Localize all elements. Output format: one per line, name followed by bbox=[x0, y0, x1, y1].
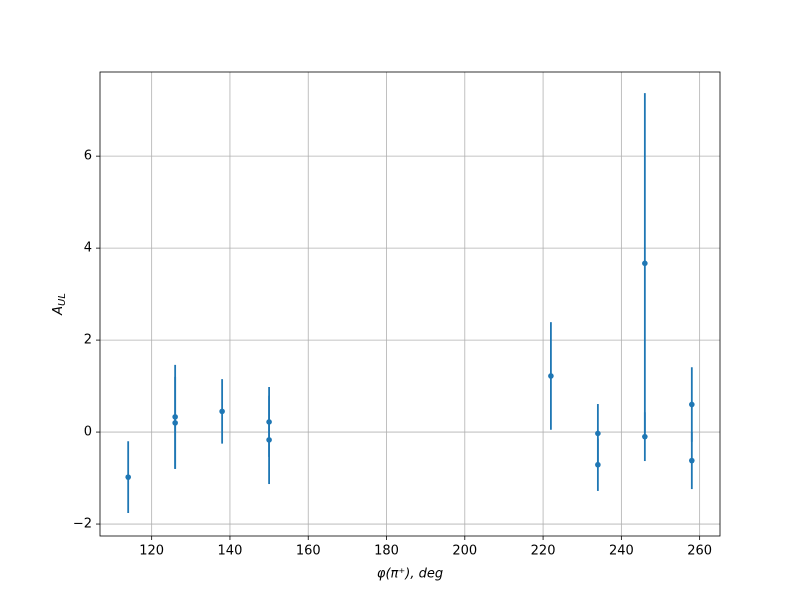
y-tick-label: 6 bbox=[84, 149, 92, 164]
x-tick-label: 220 bbox=[531, 544, 556, 559]
data-point bbox=[266, 437, 272, 443]
x-tick-label: 160 bbox=[296, 544, 321, 559]
plot-frame bbox=[99, 71, 721, 537]
data-point bbox=[642, 433, 648, 440]
x-tick-label: 240 bbox=[609, 544, 634, 559]
y-axis-label-sub: UL bbox=[57, 293, 68, 306]
y-tick-label: 4 bbox=[84, 241, 92, 256]
x-tick-label: 120 bbox=[139, 544, 164, 559]
y-axis-label: AUL bbox=[51, 293, 69, 316]
grid bbox=[100, 72, 720, 536]
data-point bbox=[689, 457, 695, 464]
y-tick-label: −2 bbox=[73, 517, 92, 532]
x-tick-label: 200 bbox=[452, 544, 477, 559]
y-axis-label-main: A bbox=[51, 306, 66, 316]
x-axis-label: φ(π⁺), deg bbox=[377, 567, 443, 582]
x-tick-label: 180 bbox=[374, 544, 399, 559]
marks bbox=[125, 93, 695, 514]
y-tick-label: 0 bbox=[84, 425, 92, 440]
data-point bbox=[595, 461, 601, 468]
data-point bbox=[125, 474, 131, 480]
data-point bbox=[689, 401, 695, 408]
x-tick-label: 140 bbox=[218, 544, 243, 559]
x-tick-label: 260 bbox=[687, 544, 712, 559]
data-point bbox=[548, 373, 554, 379]
y-tick-label: 2 bbox=[84, 333, 92, 348]
data-point bbox=[172, 420, 178, 426]
data-point bbox=[219, 408, 225, 415]
data-point bbox=[642, 260, 648, 267]
data-point bbox=[595, 430, 601, 437]
